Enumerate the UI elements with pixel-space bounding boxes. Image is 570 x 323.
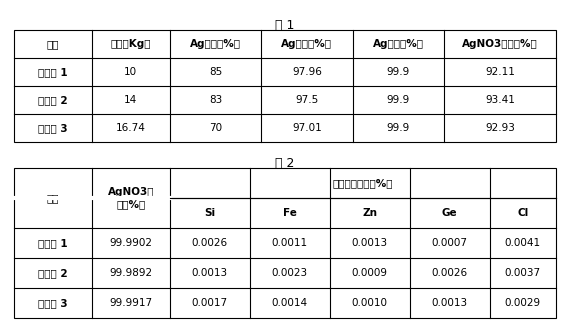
Text: 表 2: 表 2: [275, 157, 295, 170]
Text: 0.0014: 0.0014: [272, 298, 308, 308]
Text: Ag含量（%）: Ag含量（%）: [190, 39, 241, 49]
Text: 0.0037: 0.0037: [505, 268, 541, 278]
Text: 实施例 2: 实施例 2: [38, 268, 68, 278]
Text: 92.11: 92.11: [485, 67, 515, 77]
Text: 废料（Kg）: 废料（Kg）: [111, 39, 151, 49]
Text: 99.9902: 99.9902: [109, 238, 152, 248]
Text: Si: Si: [205, 208, 215, 218]
Text: 97.01: 97.01: [292, 123, 321, 133]
Text: AgNO3收率（%）: AgNO3收率（%）: [462, 39, 538, 49]
Text: Ag纯度（%）: Ag纯度（%）: [373, 39, 424, 49]
Text: 0.0011: 0.0011: [272, 238, 308, 248]
Text: 0.0013: 0.0013: [352, 238, 388, 248]
Text: 0.0013: 0.0013: [431, 298, 468, 308]
Text: 99.9: 99.9: [386, 123, 410, 133]
Text: 0.0013: 0.0013: [192, 268, 228, 278]
Text: 10: 10: [124, 67, 137, 77]
Text: 0.0023: 0.0023: [272, 268, 308, 278]
Text: 99.9: 99.9: [386, 95, 410, 105]
Text: 实施例 1: 实施例 1: [38, 238, 68, 248]
Bar: [14, 168, 556, 318]
Text: 编号: 编号: [47, 39, 59, 49]
Text: Ag收率（%）: Ag收率（%）: [282, 39, 332, 49]
Text: 97.5: 97.5: [295, 95, 319, 105]
Text: Ge: Ge: [442, 208, 458, 218]
Text: 14: 14: [124, 95, 137, 105]
Text: 实施例 3: 实施例 3: [38, 298, 68, 308]
Text: 0.0017: 0.0017: [192, 298, 228, 308]
Text: 实施例 1: 实施例 1: [38, 67, 68, 77]
Text: 99.9: 99.9: [386, 67, 410, 77]
Text: 0.0009: 0.0009: [352, 268, 388, 278]
Text: AgNO3纯
度（%）: AgNO3纯 度（%）: [108, 187, 154, 209]
Text: 93.41: 93.41: [485, 95, 515, 105]
Text: 85: 85: [209, 67, 222, 77]
Text: 70: 70: [209, 123, 222, 133]
Text: 其余元素含量（%）: 其余元素含量（%）: [333, 178, 393, 188]
Text: 0.0029: 0.0029: [505, 298, 541, 308]
Text: 表 1: 表 1: [275, 19, 295, 32]
Text: 0.0041: 0.0041: [505, 238, 541, 248]
Bar: [14, 30, 556, 142]
Text: 0.0026: 0.0026: [192, 238, 228, 248]
Text: 0.0026: 0.0026: [431, 268, 468, 278]
Text: 83: 83: [209, 95, 222, 105]
Text: 97.96: 97.96: [292, 67, 322, 77]
Text: 0.0007: 0.0007: [431, 238, 467, 248]
Text: 编号: 编号: [47, 193, 59, 203]
Text: 92.93: 92.93: [485, 123, 515, 133]
Text: 实施例 2: 实施例 2: [38, 95, 68, 105]
Text: 99.9917: 99.9917: [109, 298, 153, 308]
Text: 0.0010: 0.0010: [352, 298, 388, 308]
Text: Cl: Cl: [517, 208, 528, 218]
Text: Zn: Zn: [363, 208, 377, 218]
Text: 99.9892: 99.9892: [109, 268, 153, 278]
Text: 实施例 3: 实施例 3: [38, 123, 68, 133]
Text: 16.74: 16.74: [116, 123, 146, 133]
Text: Fe: Fe: [283, 208, 297, 218]
